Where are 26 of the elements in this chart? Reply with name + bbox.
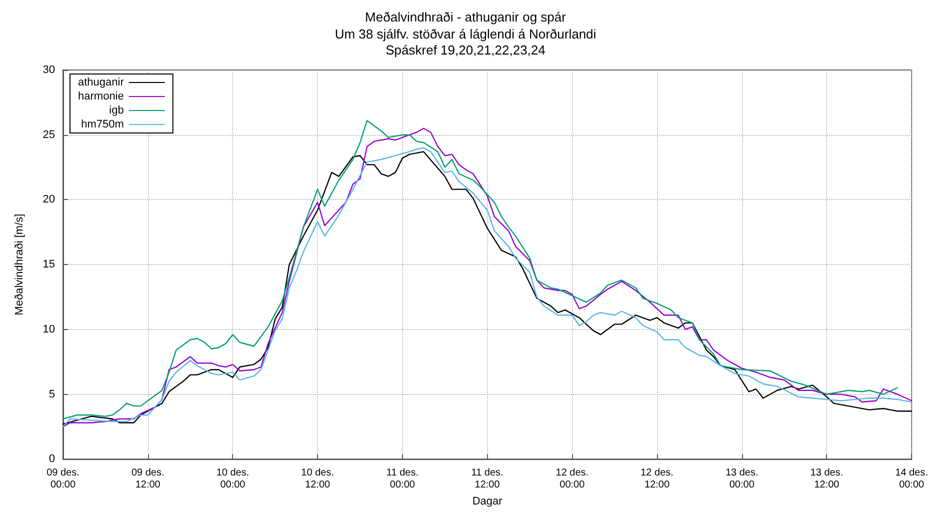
x-tick-label: 13 des. 00:00 (725, 468, 758, 491)
legend-label: hm750m (81, 118, 124, 130)
y-tick-label: 30 (42, 64, 55, 76)
y-tick-label: 0 (48, 453, 55, 466)
legend-label: athuganir (78, 76, 124, 88)
x-tick-label: 10 des. 12:00 (301, 468, 334, 491)
chart-title: Meðalvindhraði - athuganir og spár (365, 10, 567, 24)
x-tick-label: 10 des. 00:00 (216, 468, 250, 491)
y-tick-label: 5 (48, 388, 55, 400)
x-axis-title: Dagar (472, 496, 503, 508)
y-tick-label: 15 (42, 258, 55, 271)
y-axis-title: Meðalvindhraði [m/s] (14, 214, 26, 316)
legend-label: igb (109, 104, 124, 116)
x-tick-label: 12 des. 00:00 (556, 468, 589, 491)
x-tick-label: 12 des. 12:00 (640, 468, 674, 491)
x-tick-label: 11 des. 00:00 (386, 468, 418, 491)
y-tick-label: 10 (42, 323, 55, 336)
x-tick-label: 11 des. 12:00 (471, 468, 504, 491)
x-tick-label: 13 des. 12:00 (810, 468, 844, 491)
x-tick-label: 14 des. 00:00 (895, 468, 928, 491)
x-tick-label: 09 des. 12:00 (131, 468, 164, 491)
x-tick-label: 09 des. 00:00 (46, 468, 80, 491)
y-tick-label: 25 (42, 128, 55, 141)
legend-label: harmonie (78, 90, 124, 102)
y-tick-label: 20 (42, 194, 55, 206)
chart-subtitle: Um 38 sjálfv. stöðvar á láglendi á Norðurlandi Spáskref 19,20,21,22,23,24 (334, 26, 596, 58)
